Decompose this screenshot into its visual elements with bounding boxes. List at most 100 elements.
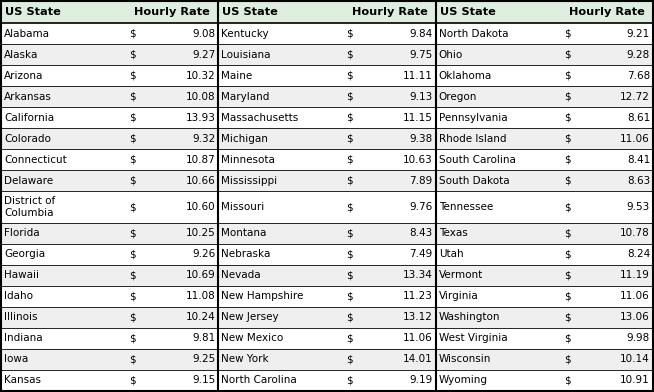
Text: Pennsylvania: Pennsylvania [439, 113, 508, 123]
Text: 9.38: 9.38 [409, 134, 433, 144]
Text: $: $ [564, 29, 570, 38]
Text: 9.84: 9.84 [409, 29, 433, 38]
Bar [1, 349, 218, 370]
Text: Michigan: Michigan [221, 134, 268, 144]
Text: Louisiana: Louisiana [221, 50, 271, 60]
Text: Maryland: Maryland [221, 92, 269, 102]
Bar [218, 243, 436, 265]
Text: 10.91: 10.91 [620, 376, 650, 385]
Text: 9.15: 9.15 [192, 376, 215, 385]
Text: 9.25: 9.25 [192, 354, 215, 365]
Text: $: $ [564, 50, 570, 60]
Text: $: $ [129, 92, 135, 102]
Text: Vermont: Vermont [439, 270, 483, 280]
Text: Iowa: Iowa [4, 354, 28, 365]
Text: Arizona: Arizona [4, 71, 43, 81]
Text: 10.14: 10.14 [620, 354, 650, 365]
Text: 9.08: 9.08 [192, 29, 215, 38]
Bar [436, 86, 653, 107]
Text: $: $ [129, 249, 135, 259]
Text: Kansas: Kansas [4, 376, 41, 385]
Text: $: $ [347, 155, 353, 165]
Bar [436, 65, 653, 86]
Text: $: $ [347, 270, 353, 280]
Text: 14.01: 14.01 [403, 354, 433, 365]
Text: 10.63: 10.63 [403, 155, 433, 165]
Text: 9.19: 9.19 [409, 376, 433, 385]
Bar [1, 286, 218, 307]
Text: Nevada: Nevada [221, 270, 261, 280]
Bar [218, 370, 436, 391]
Text: Ohio: Ohio [439, 50, 463, 60]
Text: $: $ [129, 333, 135, 343]
Text: $: $ [347, 333, 353, 343]
Text: North Carolina: North Carolina [221, 376, 297, 385]
Bar [218, 1, 436, 23]
Text: $: $ [564, 270, 570, 280]
Text: Indiana: Indiana [4, 333, 43, 343]
Bar [436, 128, 653, 149]
Text: Georgia: Georgia [4, 249, 45, 259]
Text: Virginia: Virginia [439, 291, 479, 301]
Text: Maine: Maine [221, 71, 252, 81]
Text: US State: US State [439, 7, 496, 17]
Bar [218, 171, 436, 191]
Text: 7.49: 7.49 [409, 249, 433, 259]
Bar [436, 243, 653, 265]
Text: 13.06: 13.06 [620, 312, 650, 322]
Text: Idaho: Idaho [4, 291, 33, 301]
Bar [218, 107, 436, 128]
Text: 11.11: 11.11 [403, 71, 433, 81]
Text: Arkansas: Arkansas [4, 92, 52, 102]
Text: $: $ [347, 50, 353, 60]
Bar [218, 44, 436, 65]
Text: South Dakota: South Dakota [439, 176, 509, 186]
Bar [436, 370, 653, 391]
Bar [436, 149, 653, 171]
Text: $: $ [564, 312, 570, 322]
Text: $: $ [129, 50, 135, 60]
Text: New York: New York [221, 354, 269, 365]
Text: 9.76: 9.76 [409, 202, 433, 212]
Text: New Jersey: New Jersey [221, 312, 279, 322]
Bar [218, 223, 436, 243]
Text: $: $ [564, 92, 570, 102]
Bar [1, 23, 218, 44]
Text: Alaska: Alaska [4, 50, 39, 60]
Bar [1, 149, 218, 171]
Text: 10.24: 10.24 [186, 312, 215, 322]
Bar [436, 107, 653, 128]
Text: $: $ [564, 71, 570, 81]
Text: Kentucky: Kentucky [221, 29, 269, 38]
Bar [1, 128, 218, 149]
Text: $: $ [347, 29, 353, 38]
Text: 13.34: 13.34 [403, 270, 433, 280]
Text: West Virginia: West Virginia [439, 333, 508, 343]
Text: $: $ [129, 228, 135, 238]
Text: $: $ [129, 312, 135, 322]
Text: Wyoming: Wyoming [439, 376, 488, 385]
Text: 7.68: 7.68 [627, 71, 650, 81]
Text: $: $ [564, 176, 570, 186]
Text: 9.98: 9.98 [627, 333, 650, 343]
Text: $: $ [347, 113, 353, 123]
Text: 8.63: 8.63 [627, 176, 650, 186]
Text: 10.25: 10.25 [186, 228, 215, 238]
Text: $: $ [129, 113, 135, 123]
Text: $: $ [129, 270, 135, 280]
Text: Hourly Rate: Hourly Rate [352, 7, 428, 17]
Text: 10.66: 10.66 [186, 176, 215, 186]
Text: $: $ [347, 312, 353, 322]
Text: New Mexico: New Mexico [221, 333, 284, 343]
Text: 13.93: 13.93 [186, 113, 215, 123]
Text: 9.53: 9.53 [627, 202, 650, 212]
Bar [218, 307, 436, 328]
Text: 8.24: 8.24 [627, 249, 650, 259]
Text: 9.21: 9.21 [627, 29, 650, 38]
Text: Mississippi: Mississippi [221, 176, 277, 186]
Text: 11.08: 11.08 [186, 291, 215, 301]
Bar [436, 349, 653, 370]
Text: 8.61: 8.61 [627, 113, 650, 123]
Bar [436, 23, 653, 44]
Bar [1, 107, 218, 128]
